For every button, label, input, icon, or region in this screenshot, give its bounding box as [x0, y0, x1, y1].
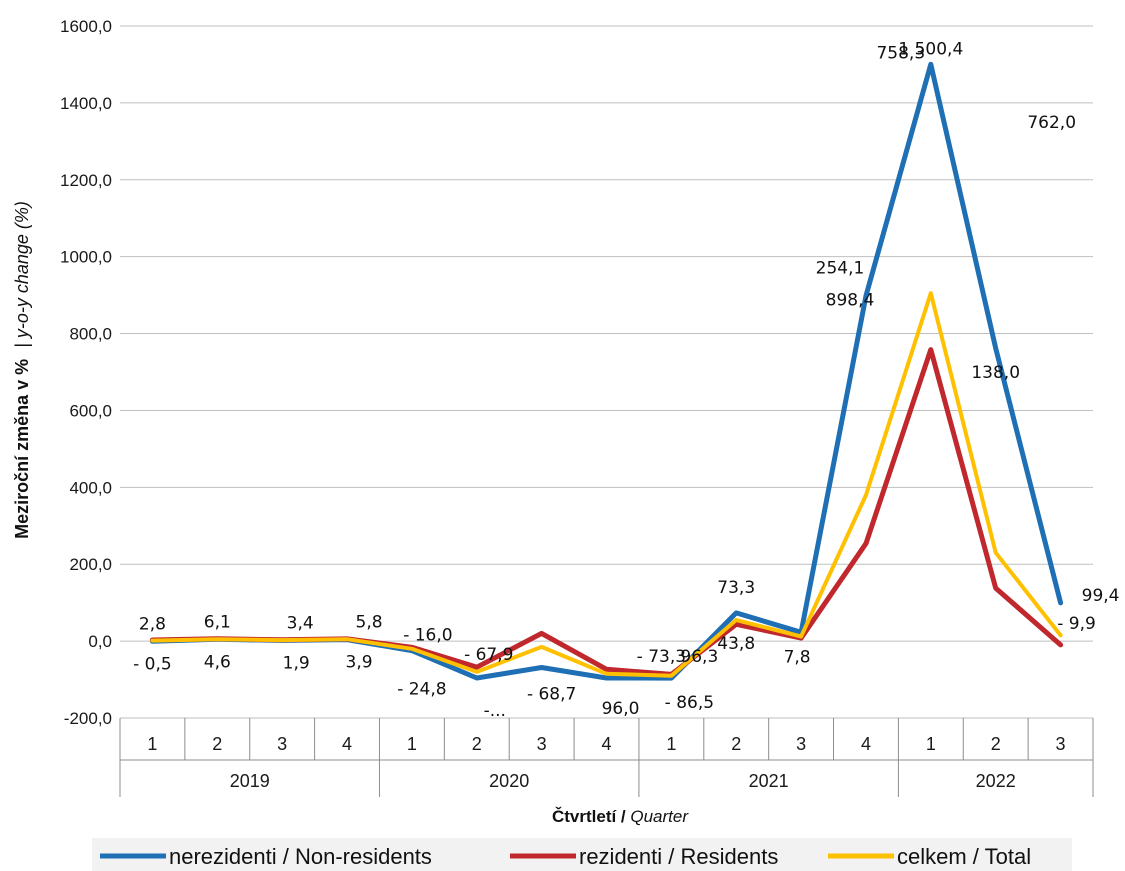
- quarter-label: 3: [537, 734, 547, 754]
- y-tick-label: 1400,0: [60, 94, 112, 113]
- quarter-label: 3: [796, 734, 806, 754]
- quarter-label: 3: [1056, 734, 1066, 754]
- data-label: 3,4: [287, 613, 314, 633]
- data-label: - 68,7: [527, 685, 576, 705]
- legend: nerezidenti / Non-residents rezidenti / R…: [92, 838, 1072, 871]
- data-label: 254,1: [816, 259, 865, 279]
- data-label: - 86,5: [665, 693, 714, 713]
- data-label: 96,3: [680, 647, 718, 667]
- data-label: 758,3: [876, 43, 925, 63]
- data-label: 7,8: [784, 647, 811, 667]
- y-tick-label: 600,0: [69, 401, 112, 420]
- quarter-label: 1: [666, 734, 676, 754]
- quarter-label: 1: [926, 734, 936, 754]
- y-tick-label: 1600,0: [60, 17, 112, 36]
- data-label: 99,4: [1082, 586, 1120, 606]
- data-label: 2,8: [139, 614, 166, 634]
- data-label: 1,9: [283, 653, 310, 673]
- data-label: - 24,8: [397, 680, 446, 700]
- data-labels: 2,8 - 0,5 6,1 4,6 3,4 1,9 5,8 3,9 - 16,0 - 24,8 - …: [133, 39, 1119, 721]
- y-tick-label: 1000,0: [60, 248, 112, 267]
- y-tick-label: 400,0: [69, 478, 112, 497]
- series-line: [150, 291, 1063, 678]
- data-label: 898,4: [826, 291, 875, 311]
- quarter-label: 2: [472, 734, 482, 754]
- data-label: 3,9: [346, 653, 373, 673]
- x-axis-label: Čtvrtletí / Quarter: [552, 807, 689, 826]
- x-axis-label-english: Quarter: [630, 807, 689, 826]
- quarter-label: 2: [731, 734, 741, 754]
- y-tick-label: -200,0: [64, 709, 112, 728]
- quarter-label: 1: [147, 734, 157, 754]
- data-label: 6,1: [204, 612, 231, 632]
- data-label: 96,0: [602, 699, 640, 719]
- y-tick-label: 800,0: [69, 325, 112, 344]
- legend-box: [92, 838, 1072, 871]
- year-label: 2021: [749, 771, 789, 791]
- category-axis: 1 2 3 4 1 2 3 4 1 2 3 4 1 2 3 2019 2020 2021 2022: [119, 718, 1094, 797]
- quarter-label: 2: [991, 734, 1001, 754]
- quarter-label: 4: [342, 734, 352, 754]
- y-axis-label-english: | y-o-y change (%): [12, 201, 32, 348]
- y-axis-label-main: Meziroční změna v %: [12, 359, 32, 539]
- data-label: - 9,9: [1057, 614, 1096, 634]
- y-tick-label: 200,0: [69, 555, 112, 574]
- data-label: 5,8: [356, 613, 383, 633]
- series-lines: [149, 61, 1064, 681]
- data-label: - 67,9: [464, 645, 513, 665]
- y-tick-label: 1200,0: [60, 171, 112, 190]
- data-label: 138,0: [971, 363, 1020, 383]
- y-axis-label: Meziroční změna v % | y-o-y change (%): [12, 201, 32, 539]
- data-label: 43,8: [717, 634, 755, 654]
- data-label: 73,3: [717, 578, 755, 598]
- data-label: - 73,3: [637, 647, 686, 667]
- quarter-label: 2: [212, 734, 222, 754]
- legend-label: rezidenti / Residents: [579, 844, 778, 869]
- quarter-label: 3: [277, 734, 287, 754]
- data-label: 1 500,4: [898, 39, 963, 59]
- quarter-label: 4: [861, 734, 871, 754]
- y-axis-ticks: -200,0 0,0 200,0 400,0 600,0 800,0 1000,0 1200,…: [60, 17, 112, 728]
- quarter-label: 4: [601, 734, 611, 754]
- data-label: 762,0: [1027, 113, 1076, 133]
- legend-label: nerezidenti / Non-residents: [169, 844, 432, 869]
- data-label: 4,6: [204, 652, 231, 672]
- legend-label: celkem / Total: [897, 844, 1031, 869]
- y-tick-label: 0,0: [88, 632, 112, 651]
- year-label: 2020: [489, 771, 529, 791]
- data-label: - 0,5: [133, 654, 172, 674]
- x-axis-label-main: Čtvrtletí /: [552, 807, 630, 826]
- data-label: -...: [484, 701, 506, 721]
- data-label: - 16,0: [403, 626, 452, 646]
- year-label: 2022: [976, 771, 1016, 791]
- year-label: 2019: [230, 771, 270, 791]
- quarter-label: 1: [407, 734, 417, 754]
